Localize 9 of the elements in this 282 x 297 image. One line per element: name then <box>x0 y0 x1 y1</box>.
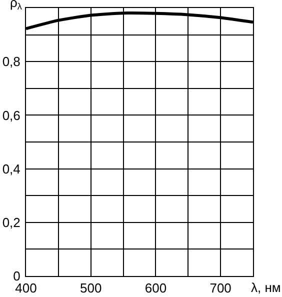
y-tick-label: 0,8 <box>2 54 20 70</box>
x-tick-label: 500 <box>80 280 102 296</box>
x-tick-label: 600 <box>144 280 167 296</box>
y-axis-title: ρ$_{λ}$ <box>10 0 22 12</box>
y-tick-label: 0,2 <box>2 214 20 230</box>
y-tick-label: 0,4 <box>2 161 20 176</box>
x-axis-title: λ, нм <box>251 280 281 295</box>
y-tick-label: 0,6 <box>2 108 20 123</box>
x-tick-label: 700 <box>210 280 232 296</box>
